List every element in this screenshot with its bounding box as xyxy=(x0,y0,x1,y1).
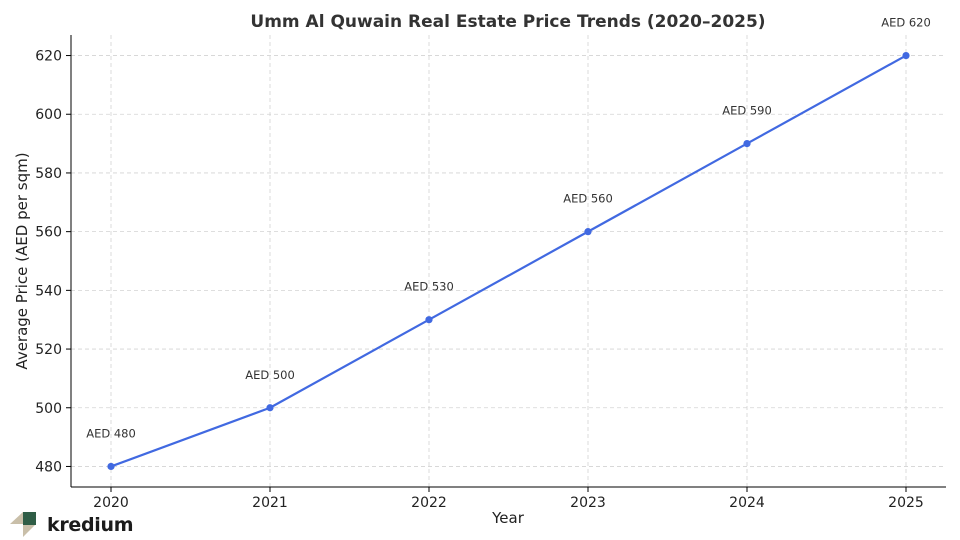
grid xyxy=(71,35,946,487)
x-tick-label: 2023 xyxy=(570,495,606,511)
data-label: AED 620 xyxy=(881,16,931,30)
y-tick-label: 540 xyxy=(35,283,62,299)
y-tick-label: 480 xyxy=(35,459,62,475)
x-tick-label: 2020 xyxy=(93,495,129,511)
y-tick-label: 560 xyxy=(35,225,62,241)
y-tick-label: 500 xyxy=(35,401,62,417)
data-label: AED 560 xyxy=(563,192,613,206)
kredium-logo: kredium xyxy=(10,512,134,537)
data-point xyxy=(425,316,433,324)
x-tick-label: 2024 xyxy=(729,495,765,511)
data-point xyxy=(266,404,274,412)
data-point xyxy=(902,51,910,60)
data-point xyxy=(743,139,751,148)
data-label: AED 590 xyxy=(722,104,772,118)
y-tick-label: 580 xyxy=(35,166,62,182)
x-tick-label: 2021 xyxy=(252,495,288,511)
axes: 480 500 520 540 560 580 600 620 2020 2021 2022 2023… xyxy=(35,35,946,511)
series-line xyxy=(110,54,907,468)
data-label: AED 500 xyxy=(245,368,295,382)
y-tick-label: 620 xyxy=(35,49,62,65)
x-tick-label: 2025 xyxy=(888,495,924,511)
x-tick-label: 2022 xyxy=(411,495,447,511)
data-labels: AED 480 AED 500 AED 530 AED 560 AED 590 AED 6… xyxy=(86,16,931,441)
y-axis-label: Average Price (AED per sqm) xyxy=(13,152,31,369)
data-point xyxy=(107,462,115,471)
data-label: AED 530 xyxy=(404,280,454,294)
kredium-logo-mark xyxy=(10,512,36,537)
data-point xyxy=(584,228,592,236)
chart-title: Umm Al Quwain Real Estate Price Trends (… xyxy=(250,12,765,32)
kredium-logo-text: kredium xyxy=(47,514,133,536)
data-label: AED 480 xyxy=(86,426,136,440)
y-tick-label: 520 xyxy=(35,342,62,358)
y-tick-label: 600 xyxy=(35,107,62,123)
series-layer xyxy=(107,51,910,471)
x-axis-label: Year xyxy=(491,509,525,527)
